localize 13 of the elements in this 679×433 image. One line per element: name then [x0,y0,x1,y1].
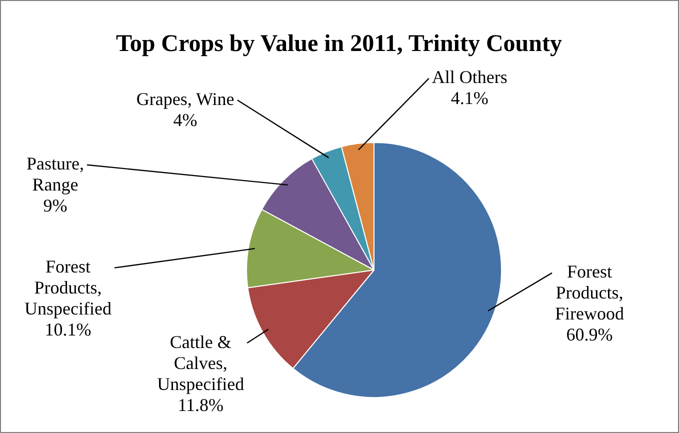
slice-label: Grapes, Wine [136,88,234,109]
chart-title: Top Crops by Value in 2011, Trinity County [116,31,562,58]
data-label: 10.1% [44,320,92,340]
data-label: 9% [43,196,68,216]
data-label: 4.1% [450,88,488,108]
slice-label: Cattle & Calves, Unspecified [157,332,244,394]
slice-label: All Others [432,67,508,88]
slice-label: Pasture, Range [26,154,84,195]
data-label: 4% [173,110,198,130]
slice-label: Forest Products, Unspecified [24,256,112,319]
slice-label: Forest Products, Firewood [554,262,624,324]
data-label: 60.9% [566,324,613,345]
data-label: 11.8% [178,394,224,415]
